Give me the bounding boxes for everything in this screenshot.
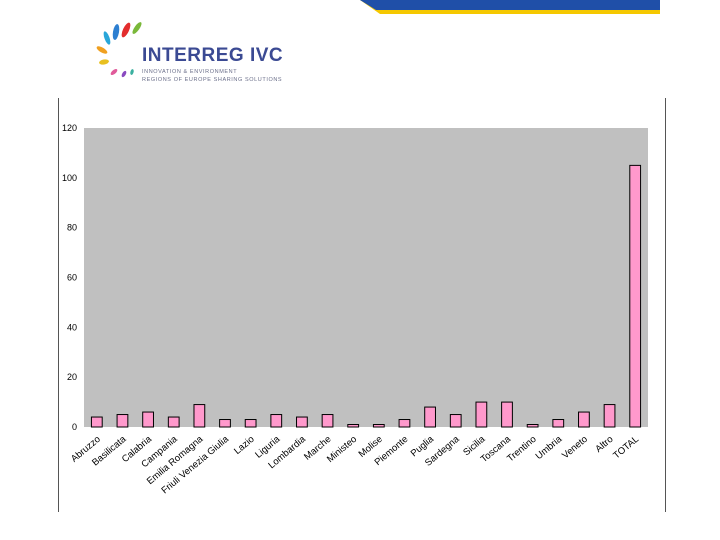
bar xyxy=(475,401,488,428)
bar xyxy=(167,416,180,428)
bar xyxy=(552,419,565,428)
bar xyxy=(116,414,129,428)
bar xyxy=(603,404,616,428)
bar xyxy=(296,416,308,428)
y-tick-label: 80 xyxy=(67,223,77,233)
bar xyxy=(244,419,257,428)
logo-subtitle-line2: REGIONS OF EUROPE SHARING SOLUTIONS xyxy=(142,77,283,83)
top-banner xyxy=(360,0,660,14)
y-tick-label: 60 xyxy=(67,273,77,283)
y-tick-label: 0 xyxy=(72,422,77,432)
logo-title: INTERREG IVC xyxy=(142,45,284,66)
bar xyxy=(526,424,539,428)
y-tick-label: 120 xyxy=(62,123,77,133)
bar xyxy=(142,411,154,428)
y-tick-label: 40 xyxy=(67,322,77,332)
x-category-label: Veneto xyxy=(560,434,590,461)
bar xyxy=(424,406,436,428)
bars xyxy=(90,164,642,428)
x-axis-labels: AbruzzoBasilicataCalabriaCampaniaEmilia … xyxy=(69,433,641,496)
banner-blue-stripe xyxy=(360,0,660,10)
interreg-logo: INTERREG IVC INNOVATION & ENVIRONMENT RE… xyxy=(92,16,322,86)
bar xyxy=(347,424,360,428)
y-tick-label: 20 xyxy=(67,372,77,382)
y-tick-label: 100 xyxy=(62,173,77,183)
bar xyxy=(501,401,513,428)
bar xyxy=(629,164,642,428)
frame-right-border xyxy=(665,98,666,512)
bar xyxy=(398,419,411,428)
bar xyxy=(90,416,103,428)
frame-left-border xyxy=(58,98,59,512)
x-category-label: TOTAL xyxy=(611,434,641,462)
plot-area xyxy=(84,128,648,427)
bar xyxy=(270,414,283,428)
bar xyxy=(449,414,462,428)
x-category-label: Trentino xyxy=(505,434,538,465)
bar xyxy=(372,424,385,428)
bar xyxy=(193,404,206,428)
bar xyxy=(321,414,334,428)
x-category-label: Lazio xyxy=(232,434,256,457)
bar xyxy=(578,411,590,428)
bar xyxy=(219,419,231,428)
x-category-label: Umbria xyxy=(534,433,565,462)
logo-subtitle-line1: INNOVATION & ENVIRONMENT xyxy=(142,69,238,75)
logo-petals-icon xyxy=(96,22,142,78)
y-axis: 0 20 40 60 80 100 120 xyxy=(62,123,77,432)
